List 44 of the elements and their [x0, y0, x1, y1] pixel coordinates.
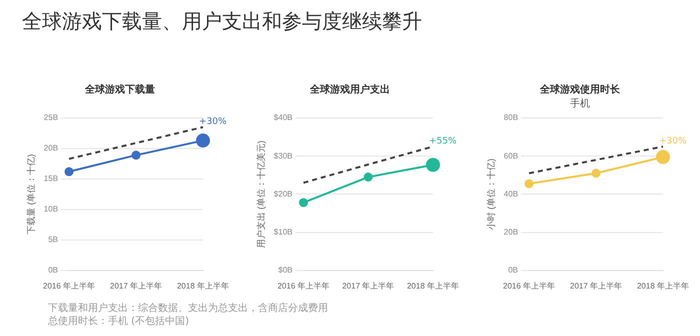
- point: [524, 179, 534, 188]
- point: [592, 168, 601, 178]
- x-tick-label: 2016 年上半年: [503, 281, 556, 290]
- point: [364, 172, 373, 182]
- point: [298, 198, 308, 208]
- text: 下载量和用户支出：综合数据。支出为总支出，含商店分成费用: [48, 303, 328, 314]
- y-tick-label: 20B: [44, 144, 58, 153]
- y-tick-label: 80B: [504, 113, 518, 122]
- y-tick-label: 15B: [44, 174, 58, 184]
- x-tick-label: 2017 年上半年: [570, 281, 622, 290]
- y-tick-label: 10B: [44, 204, 58, 214]
- chart-title: 全球游戏下载量: [84, 84, 155, 96]
- y-tick-label: 5B: [48, 235, 58, 244]
- y-tick-label: $0B: [278, 266, 292, 275]
- text: 全球游戏下载量、用户支出和参与度继续攀升: [22, 8, 422, 35]
- y-tick-label: $30B: [274, 151, 292, 160]
- y-tick-label: $10B: [274, 228, 292, 237]
- y-tick-label: 40B: [504, 189, 518, 198]
- chart-title: 全球游戏使用时长: [539, 84, 621, 96]
- y-axis-title: 小时 (单位：十亿): [486, 158, 496, 230]
- chart-subtitle: 手机: [570, 98, 590, 110]
- y-axis-title: 下载量 (单位：十亿): [26, 154, 36, 234]
- chart-title: 全球游戏用户支出: [309, 84, 390, 96]
- y-tick-label: 0B: [508, 266, 518, 275]
- x-tick-label: 2018 年上半年: [176, 281, 230, 290]
- x-tick-label: 2016 年上半年: [277, 281, 330, 290]
- point: [132, 150, 141, 160]
- y-tick-label: $20B: [274, 189, 292, 198]
- x-tick-label: 2017 年上半年: [110, 281, 162, 290]
- y-axis-title: 用户支出 (单位：十亿美元): [256, 140, 266, 248]
- y-tick-label: 0B: [48, 266, 58, 275]
- x-tick-label: 2018 年上半年: [636, 281, 690, 290]
- x-tick-label: 2016 年上半年: [43, 281, 96, 290]
- text: 总使用时长：手机 (不包括中国): [48, 316, 189, 327]
- y-tick-label: 20B: [504, 228, 518, 237]
- y-tick-label: $40B: [274, 113, 292, 122]
- annotation: +55%: [428, 136, 457, 146]
- x-tick-label: 2018 年上半年: [406, 281, 460, 290]
- y-tick-label: 60B: [504, 151, 518, 160]
- y-tick-label: 25B: [44, 113, 58, 122]
- annotation: +30%: [198, 116, 227, 127]
- annotation: +30%: [658, 136, 687, 146]
- point: [64, 167, 74, 176]
- x-tick-label: 2017 年上半年: [342, 281, 394, 290]
